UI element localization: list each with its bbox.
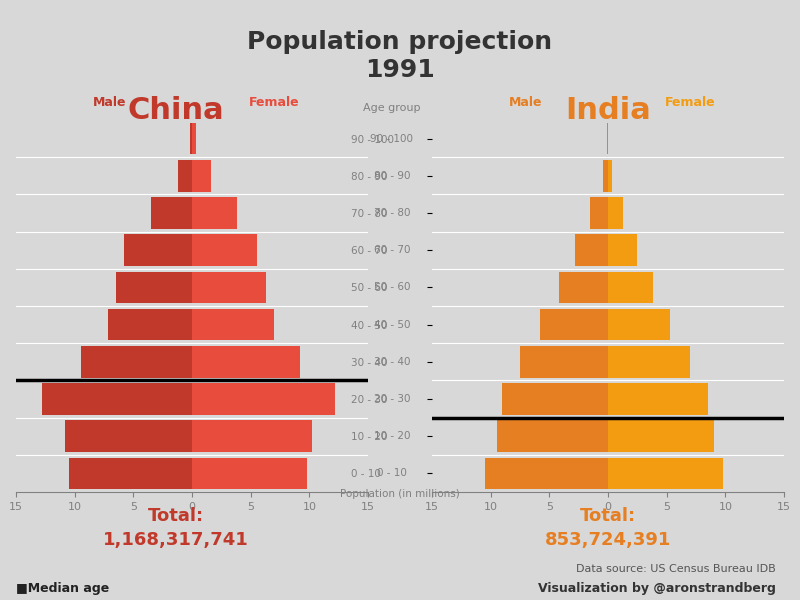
Bar <box>116 272 192 303</box>
Bar <box>192 383 335 415</box>
Text: Visualization by @aronstrandberg: Visualization by @aronstrandberg <box>538 582 776 595</box>
Text: Male: Male <box>509 96 542 109</box>
Bar <box>192 272 266 303</box>
Text: 10 - 20: 10 - 20 <box>374 431 410 441</box>
Text: 20 - 30: 20 - 30 <box>374 394 410 404</box>
Text: Female: Female <box>665 96 715 109</box>
Bar <box>558 272 608 303</box>
Bar <box>608 458 723 489</box>
Text: 1,168,317,741: 1,168,317,741 <box>103 531 249 549</box>
Text: Female: Female <box>249 96 299 109</box>
Text: Population projection
1991: Population projection 1991 <box>247 30 553 82</box>
Bar <box>608 383 708 415</box>
Bar <box>192 197 237 229</box>
Bar <box>590 197 608 229</box>
Bar <box>608 309 670 340</box>
Text: 30 - 40: 30 - 40 <box>374 357 410 367</box>
Text: ■Median age: ■Median age <box>16 582 110 595</box>
Bar <box>608 421 714 452</box>
Bar <box>608 235 638 266</box>
Bar <box>124 235 192 266</box>
Bar <box>540 309 608 340</box>
Text: Data source: US Census Bureau IDB: Data source: US Census Bureau IDB <box>576 564 776 574</box>
Text: 70 - 80: 70 - 80 <box>374 208 410 218</box>
Bar <box>190 123 192 154</box>
Bar <box>192 421 312 452</box>
Text: 0 - 10: 0 - 10 <box>377 469 407 478</box>
Bar <box>178 160 192 191</box>
Bar <box>192 235 257 266</box>
Text: Total:: Total: <box>148 507 204 525</box>
Bar <box>608 197 623 229</box>
Text: 90 - 100: 90 - 100 <box>370 134 414 143</box>
Bar <box>608 160 612 191</box>
Text: India: India <box>565 96 651 125</box>
Bar <box>608 346 690 377</box>
Text: 853,724,391: 853,724,391 <box>545 531 671 549</box>
Bar <box>608 272 653 303</box>
Bar <box>107 309 192 340</box>
Bar <box>485 458 608 489</box>
Bar <box>42 383 192 415</box>
Text: Total:: Total: <box>580 507 636 525</box>
Bar <box>192 309 274 340</box>
Text: 40 - 50: 40 - 50 <box>374 320 410 329</box>
Bar <box>520 346 608 377</box>
Bar <box>497 421 608 452</box>
Bar <box>69 458 192 489</box>
Text: 80 - 90: 80 - 90 <box>374 171 410 181</box>
Bar <box>66 421 192 452</box>
Bar <box>603 160 608 191</box>
Text: Male: Male <box>93 96 126 109</box>
Bar <box>575 235 608 266</box>
Bar <box>192 123 195 154</box>
Text: 60 - 70: 60 - 70 <box>374 245 410 255</box>
Bar <box>151 197 192 229</box>
Text: China: China <box>128 96 224 125</box>
Text: Population (in millions): Population (in millions) <box>340 489 460 499</box>
Text: 50 - 60: 50 - 60 <box>374 283 410 292</box>
Bar <box>192 346 300 377</box>
Text: Age group: Age group <box>363 103 421 113</box>
Bar <box>81 346 192 377</box>
Bar <box>192 160 210 191</box>
Bar <box>502 383 608 415</box>
Bar <box>192 458 307 489</box>
